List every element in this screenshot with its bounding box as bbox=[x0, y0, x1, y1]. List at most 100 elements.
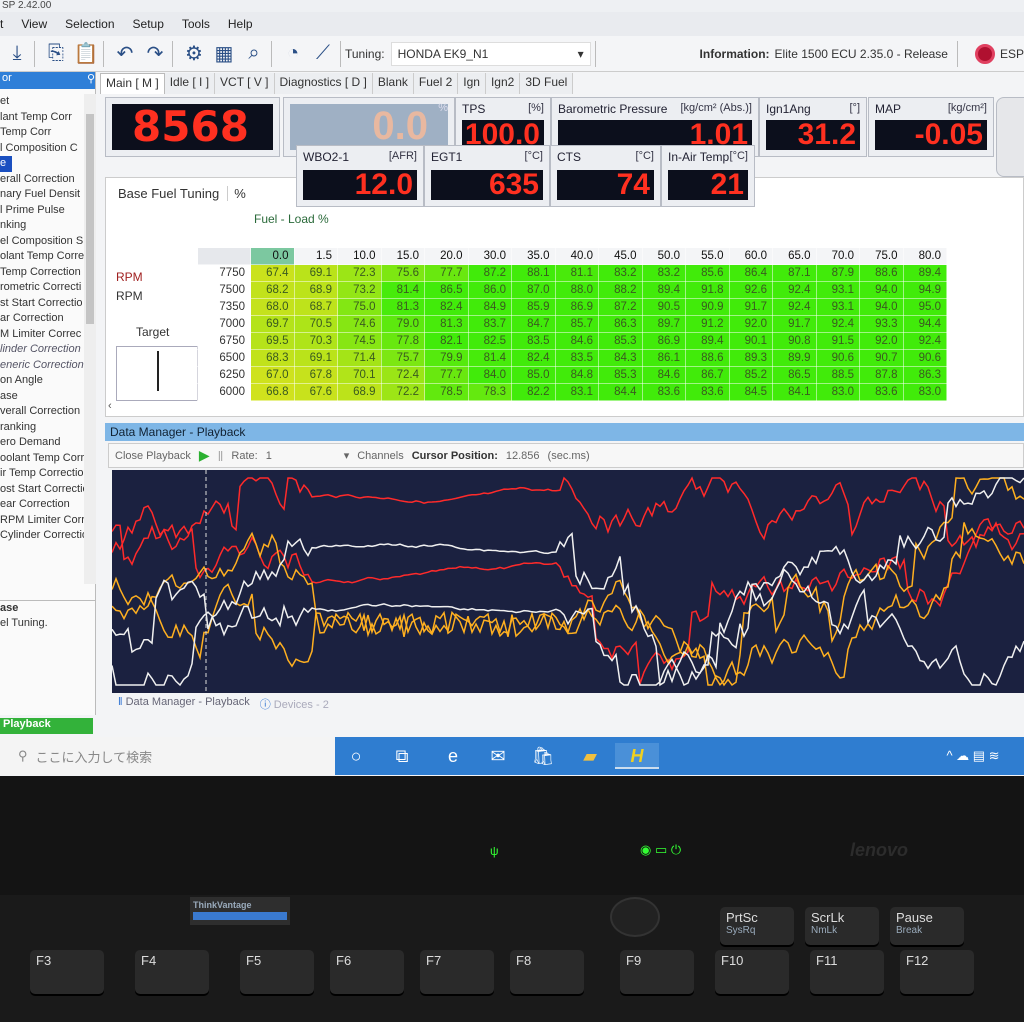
table-cell[interactable]: 74.6 bbox=[337, 315, 382, 333]
column-header[interactable]: 70.0 bbox=[815, 247, 860, 265]
navigator-item[interactable]: olant Temp Corre bbox=[0, 250, 84, 262]
navigator-item[interactable]: ranking bbox=[0, 420, 37, 433]
table-cell[interactable]: 68.7 bbox=[293, 298, 338, 316]
table-cell[interactable]: 86.9 bbox=[554, 298, 599, 316]
table-cell[interactable]: 84.9 bbox=[467, 298, 512, 316]
key-f9[interactable]: F9 bbox=[620, 950, 694, 994]
table-cell[interactable]: 90.7 bbox=[859, 349, 904, 367]
table-cell[interactable]: 83.2 bbox=[598, 264, 643, 282]
table-cell[interactable]: 75.6 bbox=[380, 264, 425, 282]
table-cell[interactable]: 95.0 bbox=[902, 298, 947, 316]
tab-4[interactable]: Blank bbox=[372, 73, 414, 94]
key-f5[interactable]: F5 bbox=[240, 950, 314, 994]
table-cell[interactable]: 84.3 bbox=[598, 349, 643, 367]
table-cell[interactable]: 90.5 bbox=[641, 298, 686, 316]
table-cell[interactable]: 70.1 bbox=[337, 366, 382, 384]
table-cell[interactable]: 91.5 bbox=[815, 332, 860, 350]
column-header[interactable]: 60.0 bbox=[728, 247, 773, 265]
cortana-icon[interactable]: ○ bbox=[350, 746, 362, 766]
table-cell[interactable]: 72.2 bbox=[380, 383, 425, 401]
table-cell[interactable]: 88.6 bbox=[859, 264, 904, 282]
table-cell[interactable]: 84.5 bbox=[728, 383, 773, 401]
navigator-item[interactable]: ost Start Correctio bbox=[0, 482, 84, 495]
tab-data-manager[interactable]: ‖ Data Manager - Playback bbox=[118, 696, 250, 708]
table-cell[interactable]: 68.2 bbox=[250, 281, 295, 299]
table-cell[interactable]: 67.8 bbox=[293, 366, 338, 384]
table-cell[interactable]: 67.0 bbox=[250, 366, 295, 384]
table-cell[interactable]: 83.1 bbox=[554, 383, 599, 401]
table-cell[interactable]: 83.6 bbox=[641, 383, 686, 401]
copy-icon[interactable]: ⎘ bbox=[48, 42, 64, 64]
navigator-item[interactable]: on Angle bbox=[0, 374, 43, 386]
table-cell[interactable]: 81.4 bbox=[380, 281, 425, 299]
trigger-button[interactable] bbox=[996, 97, 1024, 177]
table-cell[interactable]: 89.3 bbox=[728, 349, 773, 367]
table-cell[interactable]: 87.8 bbox=[859, 366, 904, 384]
paste-icon[interactable]: 📋 bbox=[73, 43, 99, 65]
table-cell[interactable]: 68.9 bbox=[337, 383, 382, 401]
navigator-item[interactable]: el Composition S bbox=[0, 234, 84, 247]
key-f11[interactable]: F11 bbox=[810, 950, 884, 994]
table-cell[interactable]: 89.9 bbox=[772, 349, 817, 367]
table-cell[interactable]: 89.4 bbox=[685, 332, 730, 350]
navigator-item[interactable]: st Start Correctio bbox=[0, 296, 83, 309]
chevron-down-icon[interactable]: ▾ bbox=[343, 450, 350, 462]
table-cell[interactable]: 81.1 bbox=[554, 264, 599, 282]
tab-0[interactable]: Main [ M ] bbox=[100, 73, 165, 94]
gauge-icon[interactable]: ◔ bbox=[286, 42, 300, 64]
table-cell[interactable]: 77.7 bbox=[424, 264, 469, 282]
table-cell[interactable]: 92.4 bbox=[902, 332, 947, 350]
table-cell[interactable]: 87.1 bbox=[772, 264, 817, 282]
table-cell[interactable]: 90.6 bbox=[815, 349, 860, 367]
table-cell[interactable]: 84.4 bbox=[598, 383, 643, 401]
redo-icon[interactable]: ↷ bbox=[146, 43, 164, 65]
column-header[interactable]: 30.0 bbox=[467, 247, 512, 265]
menu-help[interactable]: Help bbox=[227, 17, 253, 31]
table-cell[interactable]: 88.5 bbox=[815, 366, 860, 384]
thinkvantage-button[interactable]: ThinkVantage bbox=[190, 897, 290, 925]
play-icon[interactable]: ▶ bbox=[198, 447, 210, 463]
navigator-item[interactable]: nary Fuel Densit bbox=[0, 188, 81, 200]
table-cell[interactable]: 87.0 bbox=[511, 281, 556, 299]
navigator-item[interactable]: Temp Corr bbox=[0, 126, 52, 138]
playback-graph[interactable] bbox=[112, 470, 1024, 693]
table-cell[interactable]: 82.4 bbox=[511, 349, 556, 367]
tab-8[interactable]: 3D Fuel bbox=[520, 73, 574, 94]
table-cell[interactable]: 85.3 bbox=[598, 366, 643, 384]
table-cell[interactable]: 86.5 bbox=[424, 281, 469, 299]
grid-icon[interactable]: ▦ bbox=[214, 43, 234, 65]
table-cell[interactable]: 77.7 bbox=[424, 366, 469, 384]
tab-6[interactable]: Ign bbox=[458, 73, 486, 94]
table-cell[interactable]: 83.2 bbox=[641, 264, 686, 282]
search-icon[interactable]: ⌕ bbox=[248, 42, 260, 64]
navigator-item[interactable]: erall Correction bbox=[0, 172, 75, 185]
close-playback-button[interactable]: Close Playback bbox=[115, 449, 191, 462]
table-cell[interactable]: 84.6 bbox=[554, 332, 599, 350]
table-cell[interactable]: 83.6 bbox=[685, 383, 730, 401]
table-cell[interactable]: 83.6 bbox=[859, 383, 904, 401]
folder-icon[interactable]: ▰ bbox=[583, 746, 597, 766]
table-cell[interactable]: 94.4 bbox=[902, 315, 947, 333]
navigator-item[interactable]: linder Correction bbox=[0, 343, 81, 355]
table-cell[interactable]: 86.0 bbox=[467, 281, 512, 299]
table-cell[interactable]: 87.2 bbox=[467, 264, 512, 282]
table-cell[interactable]: 68.9 bbox=[293, 281, 338, 299]
table-cell[interactable]: 93.1 bbox=[815, 298, 860, 316]
navigator-item[interactable]: et bbox=[0, 95, 10, 107]
key-f10[interactable]: F10 bbox=[715, 950, 789, 994]
table-cell[interactable]: 78.3 bbox=[467, 383, 512, 401]
key-f4[interactable]: F4 bbox=[135, 950, 209, 994]
column-header[interactable]: 35.0 bbox=[511, 247, 556, 265]
task-view-icon[interactable]: ⧉ bbox=[395, 746, 409, 766]
key-f8[interactable]: F8 bbox=[510, 950, 584, 994]
table-cell[interactable]: 88.1 bbox=[511, 264, 556, 282]
key-f7[interactable]: F7 bbox=[420, 950, 494, 994]
table-cell[interactable]: 86.3 bbox=[902, 366, 947, 384]
table-cell[interactable]: 94.0 bbox=[859, 298, 904, 316]
table-cell[interactable]: 82.1 bbox=[424, 332, 469, 350]
edge-icon[interactable]: e bbox=[447, 746, 458, 766]
pause-icon[interactable]: ‖ bbox=[217, 447, 224, 464]
tab-5[interactable]: Fuel 2 bbox=[413, 73, 459, 94]
table-cell[interactable]: 85.3 bbox=[598, 332, 643, 350]
column-header[interactable]: 0.0 bbox=[250, 247, 295, 265]
